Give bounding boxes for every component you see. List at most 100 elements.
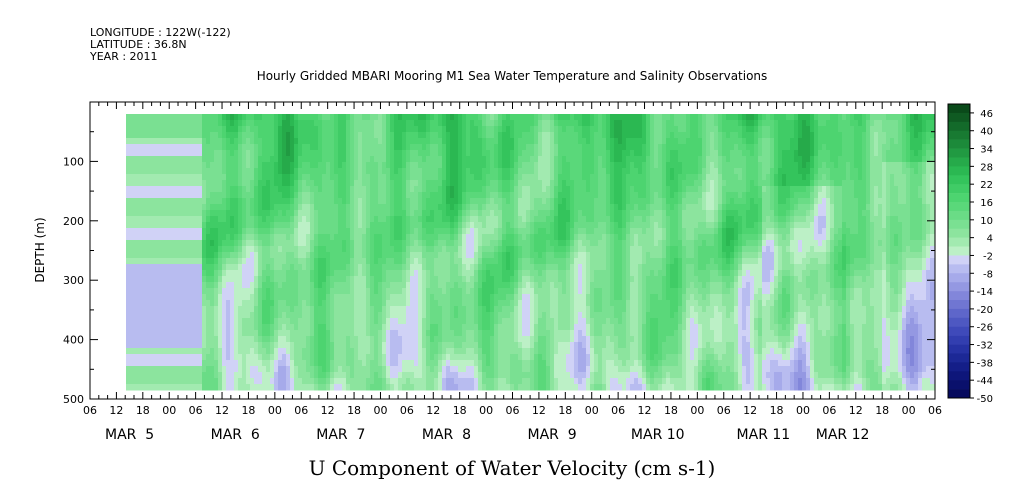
heatmap-cell <box>290 366 295 373</box>
heatmap-cell <box>250 240 255 247</box>
heatmap-cell <box>550 324 555 331</box>
heatmap-cell <box>286 180 291 187</box>
heatmap-cell <box>526 276 531 283</box>
heatmap-cell <box>242 132 247 139</box>
heatmap-cell <box>154 150 159 157</box>
heatmap-cell <box>530 324 535 331</box>
heatmap-cell <box>186 132 191 139</box>
heatmap-cell <box>414 318 419 325</box>
heatmap-cell <box>538 312 543 319</box>
heatmap-cell <box>302 372 307 379</box>
heatmap-cell <box>234 318 239 325</box>
heatmap-cell <box>162 282 167 289</box>
heatmap-cell <box>246 306 251 313</box>
heatmap-cell <box>446 180 451 187</box>
heatmap-cell <box>266 300 271 307</box>
heatmap-cell <box>258 294 263 301</box>
heatmap-cell <box>462 186 467 193</box>
heatmap-cell <box>350 144 355 151</box>
heatmap-cell <box>302 348 307 355</box>
heatmap-cell <box>226 150 231 157</box>
heatmap-cell <box>442 360 447 367</box>
heatmap-cell <box>450 354 455 361</box>
heatmap-cell <box>350 360 355 367</box>
heatmap-cell <box>466 120 471 127</box>
heatmap-cell <box>190 300 195 307</box>
heatmap-cell <box>266 132 271 139</box>
heatmap-cell <box>418 258 423 265</box>
heatmap-cell <box>554 222 559 229</box>
heatmap-cell <box>130 372 135 379</box>
heatmap-cell <box>534 282 539 289</box>
heatmap-cell <box>326 354 331 361</box>
heatmap-cell <box>274 282 279 289</box>
heatmap-cell <box>366 366 371 373</box>
heatmap-cell <box>230 210 235 217</box>
heatmap-cell <box>334 150 339 157</box>
heatmap-cell <box>550 276 555 283</box>
heatmap-cell <box>306 186 311 193</box>
heatmap-cell <box>258 282 263 289</box>
heatmap-cell <box>538 162 543 169</box>
heatmap-cell <box>346 360 351 367</box>
heatmap-cell <box>434 372 439 379</box>
heatmap-cell <box>266 342 271 349</box>
heatmap-cell <box>294 306 299 313</box>
heatmap-cell <box>282 258 287 265</box>
heatmap-cell <box>450 264 455 271</box>
heatmap-cell <box>502 192 507 199</box>
heatmap-cell <box>174 306 179 313</box>
heatmap-cell <box>318 282 323 289</box>
heatmap-cell <box>286 252 291 259</box>
heatmap-cell <box>494 276 499 283</box>
heatmap-cell <box>190 354 195 361</box>
heatmap-cell <box>550 294 555 301</box>
heatmap-cell <box>218 360 223 367</box>
heatmap-cell <box>542 318 547 325</box>
heatmap-cell <box>158 300 163 307</box>
heatmap-cell <box>498 216 503 223</box>
heatmap-cell <box>326 216 331 223</box>
heatmap-cell <box>166 204 171 211</box>
heatmap-cell <box>406 222 411 229</box>
heatmap-cell <box>294 330 299 337</box>
heatmap-cell <box>210 294 215 301</box>
heatmap-cell <box>238 294 243 301</box>
heatmap-cell <box>446 246 451 253</box>
heatmap-cell <box>542 252 547 259</box>
heatmap-cell <box>242 126 247 133</box>
heatmap-cell <box>246 312 251 319</box>
heatmap-cell <box>354 354 359 361</box>
heatmap-cell <box>154 192 159 199</box>
heatmap-cell <box>538 366 543 373</box>
heatmap-cell <box>546 234 551 241</box>
heatmap-cell <box>470 354 475 361</box>
heatmap-cell <box>466 384 471 391</box>
heatmap-cell <box>422 240 427 247</box>
heatmap-cell <box>154 330 159 337</box>
heatmap-cell <box>218 192 223 199</box>
heatmap-cell <box>258 138 263 145</box>
heatmap-cell <box>266 354 271 361</box>
heatmap-cell <box>522 324 527 331</box>
heatmap-cell <box>282 282 287 289</box>
heatmap-cell <box>382 378 387 385</box>
heatmap-cell <box>174 210 179 217</box>
heatmap-cell <box>146 324 151 331</box>
heatmap-cell <box>338 234 343 241</box>
heatmap-cell <box>462 312 467 319</box>
heatmap-cell <box>306 384 311 391</box>
heatmap-cell <box>526 210 531 217</box>
heatmap-cell <box>294 264 299 271</box>
heatmap-cell <box>430 156 435 163</box>
heatmap-cell <box>446 174 451 181</box>
heatmap-cell <box>514 120 519 127</box>
heatmap-cell <box>254 372 259 379</box>
heatmap-cell <box>238 120 243 127</box>
heatmap-cell <box>490 336 495 343</box>
heatmap-cell <box>402 114 407 121</box>
heatmap-cell <box>514 174 519 181</box>
heatmap-cell <box>222 258 227 265</box>
heatmap-cell <box>174 252 179 259</box>
heatmap-cell <box>518 384 523 391</box>
